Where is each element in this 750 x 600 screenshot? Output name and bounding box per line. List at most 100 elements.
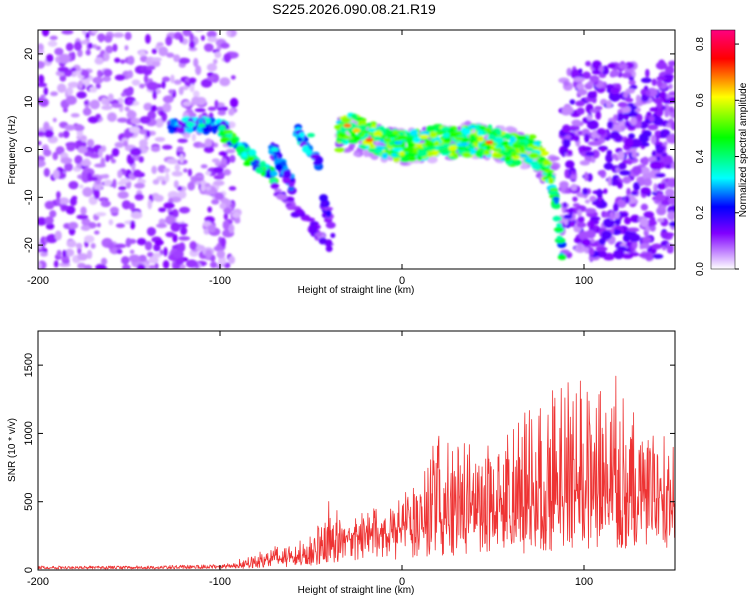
- spectrogram-cell: [186, 127, 193, 134]
- spectrogram-cell: [52, 117, 57, 123]
- spectrogram-cell: [665, 188, 675, 197]
- spectrogram-cell: [340, 117, 352, 123]
- spectrogram-cell: [392, 147, 403, 152]
- spectrogram-cell: [631, 191, 638, 196]
- spectrogram-cell: [609, 87, 621, 95]
- spectrogram-cell: [628, 79, 636, 86]
- spectrogram-cell: [185, 259, 198, 268]
- spectrogram-cell: [394, 140, 403, 145]
- spectrogram-cell: [197, 118, 204, 125]
- colorbar-ticks: 0.0 0.2 0.4 0.6 0.8: [695, 37, 739, 276]
- spectrogram-cell: [177, 186, 183, 191]
- spectrogram-cell: [66, 239, 77, 248]
- colorbar: 0.0 0.2 0.4 0.6 0.8 Normalized spectral ampl…: [695, 29, 749, 276]
- spectrogram-cell: [295, 208, 304, 215]
- spectrogram-cell: [219, 77, 231, 87]
- spectrogram-cell: [647, 124, 659, 131]
- spectrogram-cell: [532, 164, 541, 171]
- y-tick-label: 1000: [23, 421, 35, 445]
- spectrogram-cell: [383, 137, 392, 143]
- spectrogram-cell: [162, 95, 174, 104]
- spectrogram-cell: [217, 171, 226, 178]
- spectrogram-cell: [166, 52, 175, 58]
- spectrogram-cell: [145, 33, 151, 44]
- spectrogram-cell: [243, 161, 252, 167]
- spectrogram-cell: [653, 97, 664, 105]
- spectrogram-cell: [585, 229, 596, 239]
- spectrogram-cell: [112, 43, 118, 52]
- spectrogram-cell: [280, 160, 287, 167]
- spectrogram-cell: [493, 153, 504, 159]
- colorbar-tick-label: 0.8: [695, 37, 706, 51]
- spectrogram-cell: [77, 253, 89, 261]
- spectrogram-cell: [528, 134, 537, 140]
- spectrogram-cell: [655, 146, 664, 154]
- spectrogram-cell: [577, 243, 583, 250]
- spectrogram-cell: [109, 153, 114, 161]
- spectrogram-cell: [617, 181, 623, 189]
- spectrogram-cell: [148, 256, 159, 264]
- spectrogram-cell: [193, 177, 204, 182]
- spectrogram-cell: [121, 256, 130, 265]
- spectrogram-cell: [665, 65, 675, 75]
- spectrogram-cell: [576, 88, 588, 96]
- spectrogram-cell: [70, 67, 77, 72]
- snr-y-label: SNR (10 * v/v): [7, 418, 18, 482]
- spectrogram-cell: [570, 69, 581, 80]
- spectrogram-cell: [173, 79, 182, 85]
- spectrogram-cell: [214, 51, 222, 59]
- spectrogram-cell: [641, 156, 649, 166]
- spectrogram-cell: [163, 247, 168, 257]
- spectrogram-cell: [139, 139, 148, 148]
- spectrogram-cell: [211, 199, 220, 205]
- spectrogram-cell: [128, 126, 141, 134]
- spectrogram-cell: [633, 102, 643, 107]
- spectrogram-cell: [126, 98, 134, 106]
- spectrogram-cell: [302, 145, 310, 153]
- spectrogram-cell: [591, 69, 602, 75]
- spectrogram-cell: [622, 253, 634, 259]
- spectrogram-cell: [56, 249, 62, 258]
- spectrogram-cell: [105, 154, 110, 163]
- spectrogram-cell: [643, 178, 653, 187]
- spectrogram-cell: [54, 230, 62, 241]
- spectrogram-cell: [147, 251, 154, 258]
- spectrogram-cell: [485, 145, 492, 151]
- spectrogram-cell: [223, 207, 232, 215]
- spectrogram-cell: [255, 166, 264, 174]
- spectrogram-cell: [147, 199, 153, 210]
- spectrogram-cell: [65, 95, 77, 106]
- spectrogram-cell: [43, 167, 50, 177]
- x-tick-label: 0: [399, 275, 405, 287]
- spectrogram-cell: [507, 127, 518, 134]
- snr-panel: -200 -100 0 100 0 500 1000 1500 Height of stra…: [7, 330, 676, 596]
- spectrogram-cell: [288, 182, 295, 188]
- spectrogram-cell: [101, 145, 107, 153]
- x-tick-label: 0: [399, 576, 405, 588]
- spectrogram-cell: [66, 86, 74, 96]
- spectrogram-cell: [608, 92, 613, 99]
- spectrogram-cell: [365, 122, 373, 127]
- spectrogram-cell: [651, 78, 657, 86]
- spectrogram-cell: [668, 196, 675, 206]
- spectrogram-cell: [168, 89, 174, 94]
- spectrogram-cell: [663, 141, 668, 146]
- spectrogram-cell: [74, 155, 83, 165]
- x-tick-label: -200: [27, 275, 49, 287]
- spectrogram-cell: [228, 51, 239, 59]
- spectrogram-cell: [67, 81, 80, 88]
- spectrogram-cell: [61, 204, 69, 211]
- spectrogram-cell: [319, 194, 328, 202]
- spectrogram-cell: [165, 231, 175, 238]
- spectrogram-cell: [496, 128, 502, 136]
- spectrogram-cell: [41, 30, 50, 37]
- spectrogram-cell: [503, 144, 512, 150]
- spectrogram-cell: [576, 83, 585, 91]
- spectrogram-cell: [584, 207, 597, 214]
- spectrogram-cell: [576, 107, 585, 115]
- spectrogram-cell: [548, 190, 559, 196]
- spectrogram-cell: [539, 151, 550, 156]
- spectrogram-cell: [409, 129, 419, 137]
- y-tick-label: 1500: [23, 353, 35, 377]
